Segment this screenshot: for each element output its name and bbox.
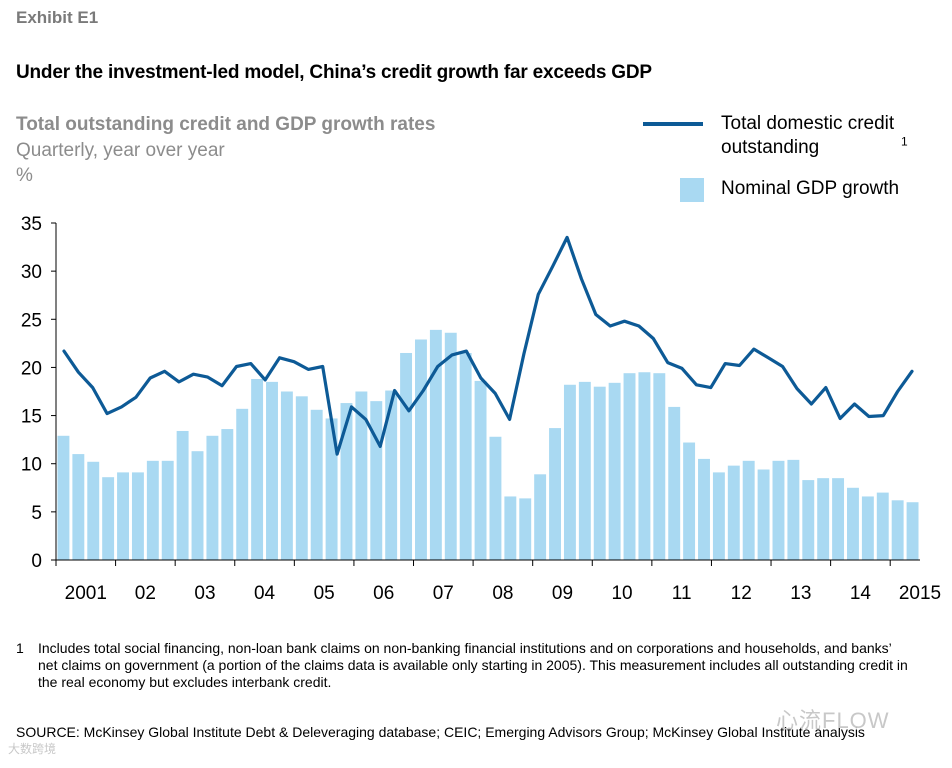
gdp-bar: [444, 332, 457, 560]
gdp-bar: [370, 401, 383, 560]
gdp-bar: [236, 408, 249, 560]
x-tick-label: 07: [433, 583, 454, 604]
y-tick-label: 10: [21, 455, 42, 476]
gdp-bar: [221, 429, 234, 560]
gdp-bar: [861, 496, 874, 560]
gdp-bar: [683, 442, 696, 560]
x-tick-label: 05: [314, 583, 335, 604]
gdp-bar: [712, 472, 725, 560]
gdp-bar: [355, 391, 368, 560]
gdp-bar: [429, 329, 442, 560]
gdp-bar: [698, 458, 710, 560]
y-tick-label: 20: [21, 358, 42, 379]
footnote-text: Includes total social financing, non-loa…: [38, 640, 908, 690]
legend-credit-text: Total domestic credit outstanding: [721, 113, 895, 158]
gdp-bar: [295, 396, 308, 560]
gdp-bar: [415, 339, 427, 560]
gdp-bar: [459, 352, 472, 560]
gdp-bar: [757, 469, 770, 560]
gdp-bar: [906, 502, 919, 560]
gdp-bar: [325, 418, 338, 560]
gdp-bar: [310, 409, 323, 560]
gdp-bar: [489, 436, 502, 560]
y-tick-label: 0: [31, 551, 42, 572]
chart-title: Total outstanding credit and GDP growth …: [16, 114, 436, 135]
watermark-small: 大数跨境: [8, 742, 57, 756]
gdp-bar: [87, 461, 100, 560]
x-tick-label: 04: [254, 583, 276, 604]
gdp-bar: [817, 478, 830, 560]
gdp-bar: [832, 478, 845, 560]
legend-line-swatch: [643, 122, 703, 126]
gdp-bar: [519, 498, 532, 560]
gdp-bar: [131, 472, 144, 560]
x-tick-label: 2015: [899, 583, 941, 604]
gdp-bar: [340, 403, 353, 560]
gdp-bar: [742, 460, 755, 560]
gdp-bar: [206, 435, 219, 560]
x-tick-label: 08: [492, 583, 513, 604]
y-tick-label: 35: [21, 214, 42, 235]
gdp-bar: [146, 460, 159, 560]
gdp-bar: [668, 406, 681, 560]
gdp-bar: [653, 373, 666, 560]
gdp-bar: [161, 460, 174, 560]
legend-gdp-label: Nominal GDP growth: [721, 178, 900, 199]
legend-credit-footnote-marker: 1: [901, 134, 908, 149]
x-tick-label: 14: [850, 583, 872, 604]
x-tick-label: 12: [731, 583, 752, 604]
source-note: SOURCE: McKinsey Global Institute Debt &…: [16, 724, 865, 740]
y-tick-label: 5: [31, 503, 42, 524]
gdp-bar: [102, 477, 115, 560]
gdp-bar: [72, 454, 85, 560]
gdp-bar: [280, 391, 293, 560]
gdp-bar: [549, 428, 561, 560]
x-tick-label: 02: [135, 583, 156, 604]
gdp-bar: [117, 472, 129, 560]
credit-growth-line: [62, 235, 914, 456]
gdp-bar: [772, 460, 785, 560]
legend-credit-label: Total domestic credit outstanding 1: [721, 112, 908, 160]
x-tick-label: 03: [194, 583, 215, 604]
footnote-number: 1: [16, 640, 24, 656]
gdp-bar: [191, 451, 204, 560]
x-tick-label: 11: [672, 583, 692, 604]
x-tick-label: 2001: [65, 583, 107, 604]
y-tick-label: 30: [21, 262, 42, 283]
x-tick-label: 06: [373, 583, 394, 604]
y-tick-label: 15: [21, 407, 42, 428]
legend-bar-swatch: [680, 178, 704, 202]
x-tick-label: 09: [552, 583, 573, 604]
gdp-bar: [847, 487, 859, 560]
gdp-bar: [638, 372, 651, 560]
chart-subtitle: Quarterly, year over year: [16, 140, 225, 161]
gdp-bar: [57, 435, 70, 560]
gdp-bar: [623, 373, 636, 560]
y-axis-unit: %: [16, 165, 33, 186]
gdp-bar: [578, 381, 591, 560]
gdp-bar: [504, 496, 517, 560]
x-tick-label: 13: [790, 583, 811, 604]
watermark-logo: 心流FLOW: [776, 708, 890, 733]
gdp-bar: [787, 459, 800, 560]
gdp-bar: [608, 382, 621, 560]
gdp-bar: [251, 378, 264, 560]
gdp-bar: [385, 390, 398, 560]
x-tick-label: 10: [611, 583, 632, 604]
gdp-bar: [563, 384, 576, 560]
gdp-bar: [474, 380, 487, 560]
gdp-bar: [876, 492, 889, 560]
gdp-bar: [593, 386, 606, 560]
gdp-bar: [400, 352, 413, 560]
gdp-bar: [266, 381, 278, 560]
gdp-bar: [176, 430, 189, 560]
y-tick-label: 25: [21, 310, 42, 331]
exhibit-label: Exhibit E1: [16, 8, 99, 27]
gdp-bar: [534, 474, 547, 560]
gdp-bar: [802, 480, 815, 560]
gdp-bar: [727, 465, 740, 560]
headline: Under the investment-led model, China’s …: [16, 62, 652, 83]
gdp-bar: [891, 500, 904, 560]
